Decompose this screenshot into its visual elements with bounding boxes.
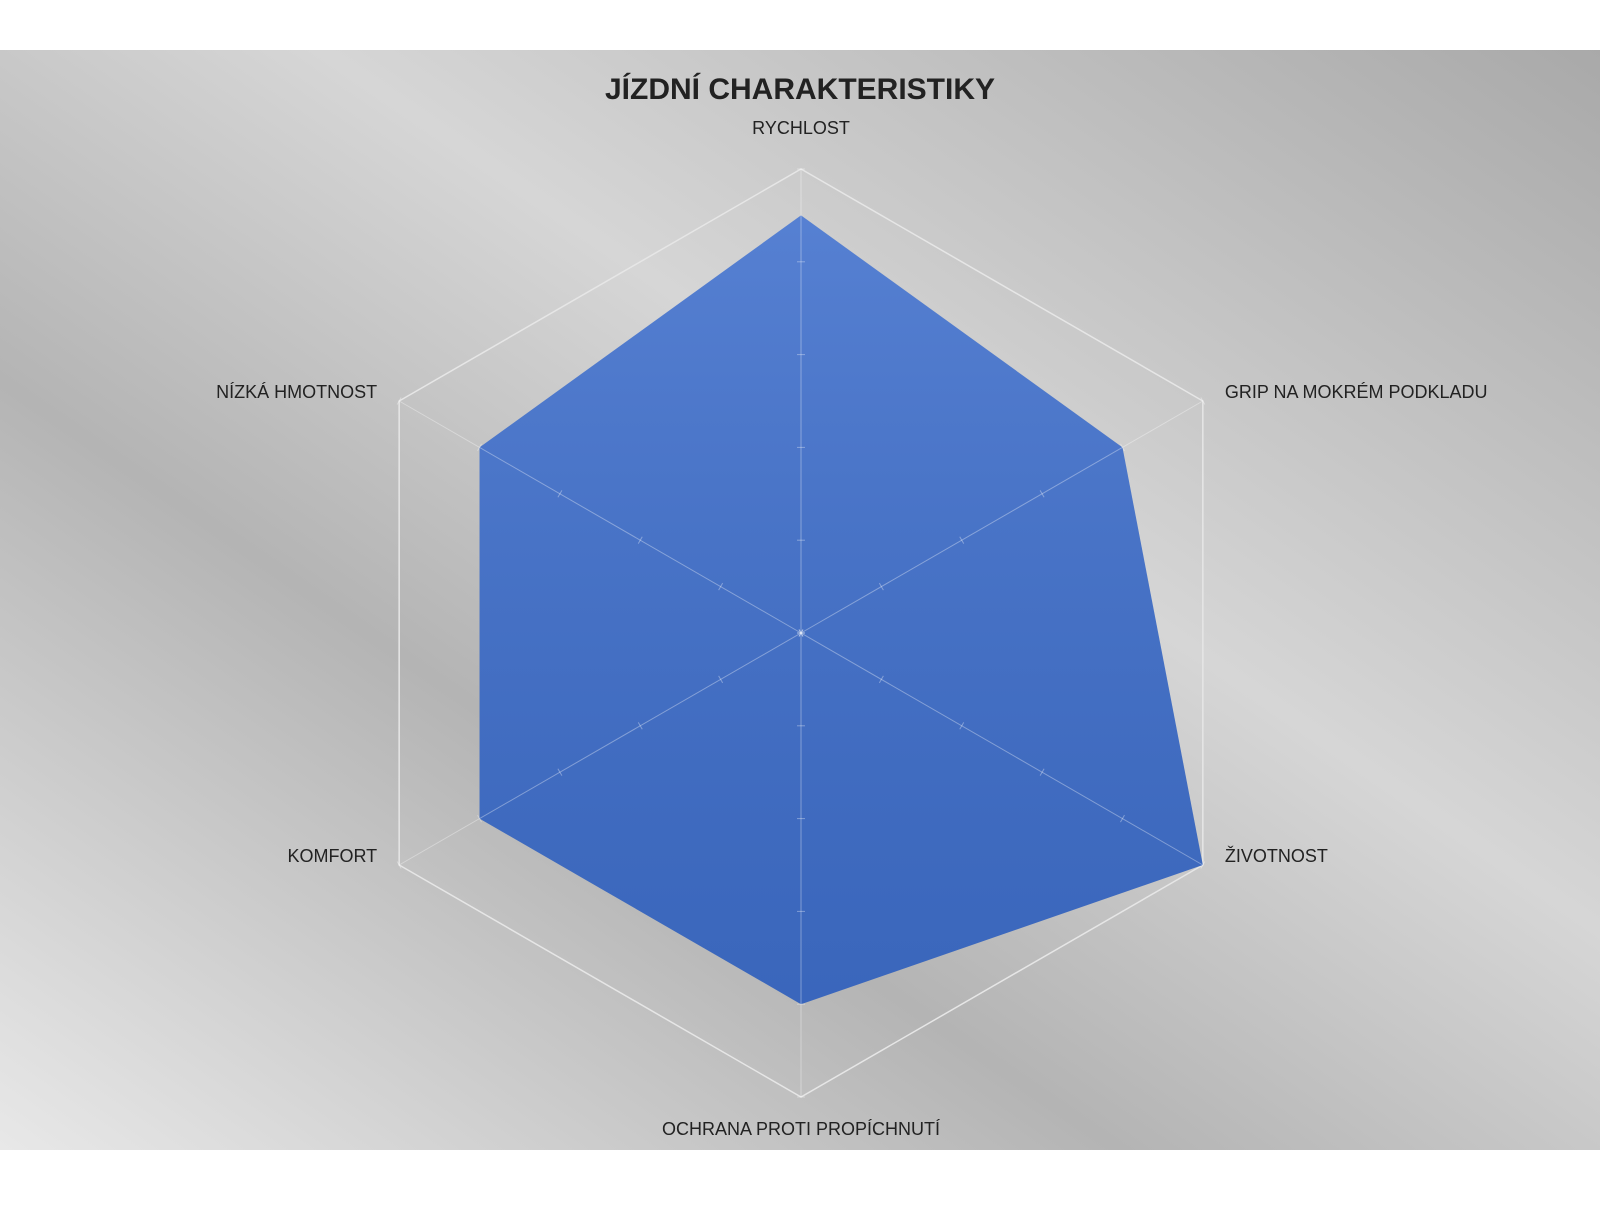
tick-mark	[959, 722, 965, 730]
tick-mark	[557, 768, 563, 776]
tick-mark	[718, 582, 724, 591]
axis-label: OCHRANA PROTI PROPÍCHNUTÍ	[662, 1119, 940, 1139]
axis-label: GRIP NA MOKRÉM PODKLADU	[1225, 382, 1488, 402]
chart-title: JÍZDNÍ CHARAKTERISTIKY	[605, 72, 995, 106]
tick-mark	[1200, 397, 1206, 405]
tick-mark	[396, 861, 402, 869]
tick-mark	[557, 490, 563, 498]
axis-label: KOMFORT	[287, 846, 377, 866]
axis-line	[800, 632, 1204, 866]
tick-mark	[1039, 768, 1045, 776]
axis-line	[398, 632, 802, 866]
tick-mark	[637, 536, 643, 544]
tick-mark	[878, 582, 884, 591]
tick-mark	[1120, 443, 1125, 452]
tick-mark	[798, 629, 804, 637]
tick-mark	[637, 722, 643, 730]
tick-mark	[798, 629, 804, 637]
grid-outline	[398, 168, 1204, 1098]
radar-shade	[479, 215, 1203, 1005]
tick-mark	[477, 443, 482, 452]
tick-mark	[718, 675, 724, 684]
axis-label: RYCHLOST	[752, 118, 850, 138]
tick-mark	[396, 397, 402, 405]
tick-mark	[798, 629, 804, 637]
tick-mark	[798, 629, 804, 637]
axis-line	[800, 400, 1204, 634]
axis-line	[398, 400, 802, 634]
tick-mark	[477, 814, 482, 823]
tick-mark	[878, 675, 884, 684]
tick-mark	[959, 536, 965, 544]
tick-mark	[1200, 861, 1206, 869]
axis-label: ŽIVOTNOST	[1225, 846, 1328, 866]
axis-label: NÍZKÁ HMOTNOST	[216, 382, 377, 402]
tick-mark	[1039, 490, 1045, 498]
tick-mark	[1120, 814, 1125, 823]
